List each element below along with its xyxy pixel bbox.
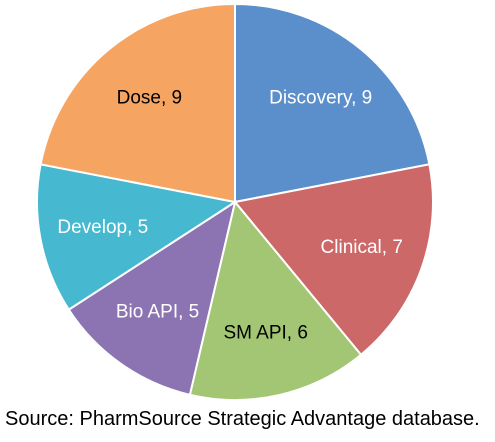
pie-slice-clinical: [233, 163, 434, 357]
pie-slice-dose: [39, 2, 236, 204]
pie-slices: [36, 2, 434, 401]
source-note: Source: PharmSource Strategic Advantage …: [5, 408, 480, 430]
slice-label-bio-api: Bio API, 5: [116, 302, 199, 323]
slice-label-sm-api: SM API, 6: [223, 323, 307, 344]
pie-slice-discovery: [234, 2, 431, 204]
slice-label-clinical: Clinical, 7: [321, 237, 403, 258]
pie-chart: Discovery, 9 Clinical, 7 SM API, 6 Bio API,…: [36, 2, 434, 401]
slice-labels: Discovery, 9 Clinical, 7 SM API, 6 Bio API,…: [57, 88, 403, 344]
slice-label-discovery: Discovery, 9: [269, 88, 372, 109]
slice-label-dose: Dose, 9: [117, 88, 182, 109]
pie-slice-sm-api: [188, 199, 363, 401]
pie-slice-develop: [36, 163, 238, 312]
pie-slice-bio-api: [67, 199, 237, 396]
slice-label-develop: Develop, 5: [57, 217, 148, 238]
